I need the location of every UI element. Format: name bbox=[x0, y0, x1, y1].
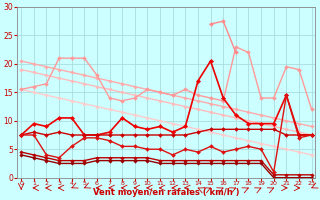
X-axis label: Vent moyen/en rafales ( km/h ): Vent moyen/en rafales ( km/h ) bbox=[93, 188, 240, 197]
